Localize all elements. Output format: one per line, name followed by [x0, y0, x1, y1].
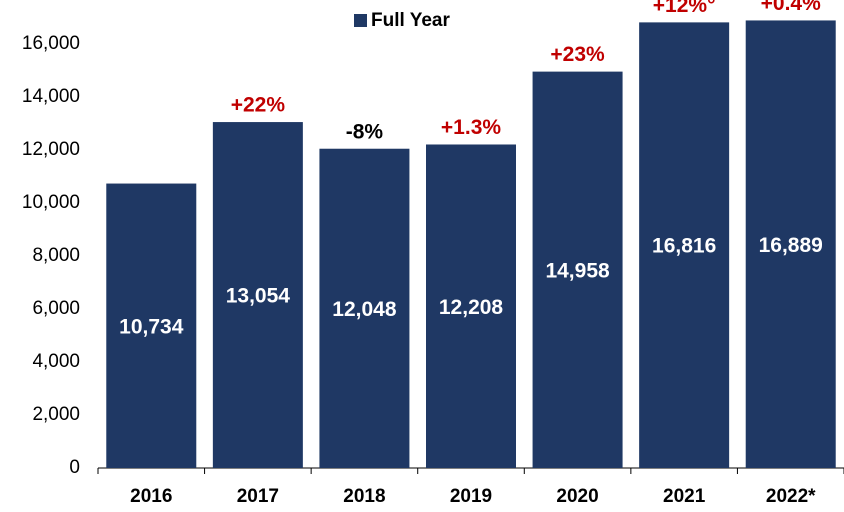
value-label: 16,816: [652, 235, 716, 258]
y-tick-label: 16,000: [22, 33, 80, 54]
x-tick-label: 2018: [343, 486, 385, 507]
bar: [212, 122, 303, 468]
value-label: 12,208: [439, 296, 504, 319]
y-tick-label: 2,000: [32, 404, 80, 425]
x-tick-label: 2017: [237, 486, 279, 507]
y-tick-label: 10,000: [22, 192, 80, 213]
change-label: -8%: [346, 120, 384, 143]
bar: [106, 183, 197, 468]
bar: [319, 148, 410, 468]
x-tick-label: 2022*: [766, 486, 816, 507]
y-tick-label: 0: [69, 457, 80, 478]
y-tick-label: 14,000: [22, 86, 80, 107]
bar: [426, 144, 516, 468]
change-label: +1.3%: [441, 116, 501, 139]
y-tick-label: 12,000: [22, 139, 80, 160]
value-label: 16,889: [759, 234, 823, 257]
bar: [532, 71, 623, 468]
x-tick-label: 2020: [556, 486, 598, 507]
y-tick-label: 4,000: [32, 351, 80, 372]
value-label: 10,734: [119, 315, 184, 338]
change-label: +22%: [231, 94, 286, 117]
x-tick-label: 2016: [130, 486, 172, 507]
bar: [745, 20, 836, 469]
x-tick-label: 2019: [450, 486, 492, 507]
change-label: +12%°: [653, 0, 716, 17]
y-tick-label: 6,000: [32, 298, 80, 319]
value-label: 14,958: [545, 259, 610, 282]
legend-swatch: [354, 14, 367, 27]
value-label: 12,048: [332, 298, 397, 321]
bar: [639, 22, 730, 468]
change-label: +23%: [550, 43, 605, 66]
y-tick-label: 18,000: [22, 0, 80, 1]
x-tick-label: 2021: [663, 486, 706, 507]
y-tick-label: 8,000: [32, 245, 80, 266]
value-label: 13,054: [226, 285, 291, 308]
legend-label: Full Year: [371, 10, 450, 31]
change-label: +0.4%: [761, 0, 821, 15]
